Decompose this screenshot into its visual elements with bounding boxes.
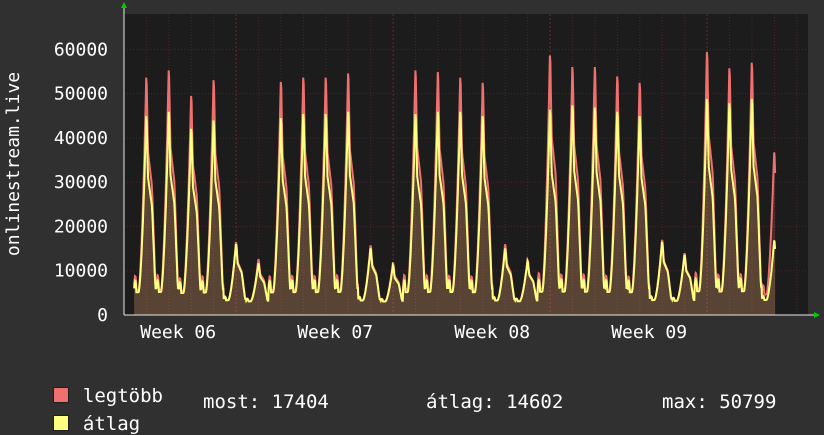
axes [121,2,820,318]
x-tick-label-1: Week 07 [297,322,373,343]
series-area-1 [134,99,776,315]
legend-item-max: legtöbb [30,363,163,407]
x-tick-label-3: Week 09 [611,322,687,343]
legend-label-max: legtöbb [82,385,163,407]
y-axis-label: onlinestream.live [3,72,24,256]
y-tick-label-5: 50000 [54,84,108,105]
y-ticks: 0 10000 20000 30000 40000 50000 60000 [54,39,108,326]
x-tick-label-2: Week 08 [454,322,530,343]
y-tick-label-2: 20000 [54,216,108,237]
y-tick-label-3: 30000 [54,172,108,193]
y-tick-label-0: 0 [97,305,108,326]
legend-swatch-avg [52,415,69,431]
legend-item-avg: átlag [30,391,140,435]
y-axis-arrow-icon [121,2,127,8]
y-tick-label-1: 10000 [54,261,108,282]
x-tick-label-0: Week 06 [140,322,216,343]
legend-label-avg: átlag [82,413,141,435]
series-layer [133,52,777,315]
series-area-0 [134,52,776,315]
stat-avg: átlag: 14602 [426,391,564,413]
stat-now: most: 17404 [203,391,329,413]
series-line-1 [133,98,777,304]
y-tick-label-4: 40000 [54,128,108,149]
y-tick-label-6: 60000 [54,39,108,60]
legend-swatch-max [52,387,69,403]
x-axis-arrow-icon [814,312,820,318]
stat-max: max: 50799 [662,391,777,413]
x-ticks: Week 06 Week 07 Week 08 Week 09 [140,322,687,343]
